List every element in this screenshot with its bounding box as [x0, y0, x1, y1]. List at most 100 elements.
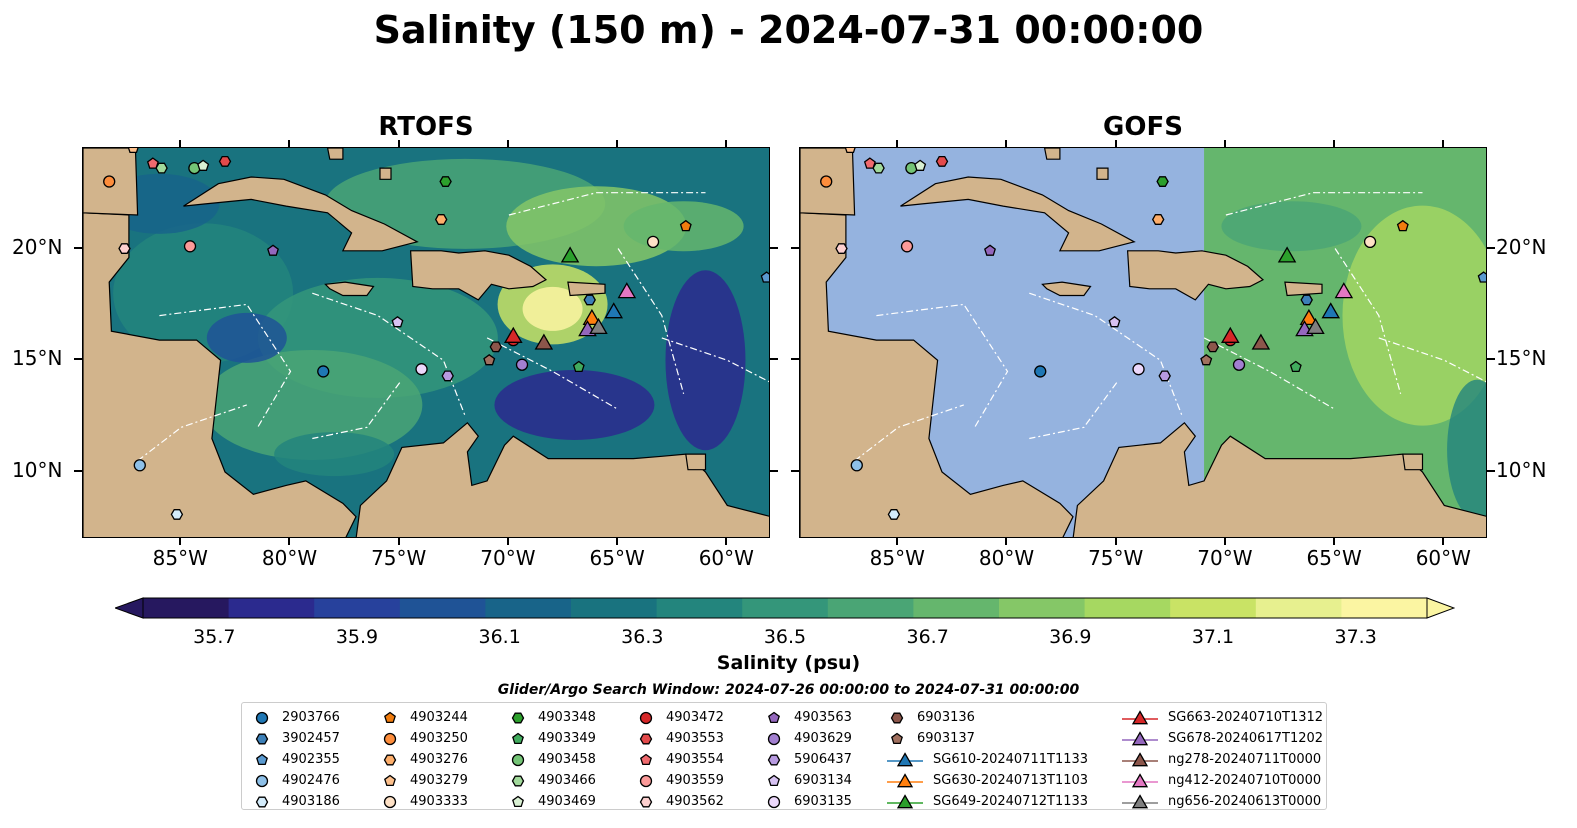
marker-4903186 — [170, 509, 184, 520]
eez-line — [854, 404, 964, 462]
legend-marker-pentagon — [512, 795, 524, 807]
lat-tick-label-right: 20°N — [1496, 234, 1547, 259]
lon-tick-label: 80°W — [978, 546, 1035, 570]
colorbar-segment — [913, 598, 1000, 618]
legend-marker — [1122, 793, 1158, 808]
legend-marker — [768, 711, 780, 723]
legend-label: 4903562 — [666, 794, 724, 809]
legend-label: 4903279 — [410, 773, 468, 788]
legend-item: 4903563 — [762, 707, 852, 728]
legend-item: 4903276 — [378, 749, 468, 770]
colorbar-segment — [399, 598, 486, 618]
lat-tick — [770, 469, 778, 472]
legend-label: 6903135 — [794, 794, 852, 809]
marker-6903137 — [1200, 353, 1213, 366]
lat-tick — [791, 246, 799, 249]
search-window-caption: Glider/Argo Search Window: 2024-07-26 00… — [497, 682, 1080, 698]
legend-marker-circle — [383, 795, 397, 808]
bahamas-b-land — [379, 167, 392, 180]
lon-tick — [1223, 538, 1226, 545]
salinity-band — [206, 312, 287, 363]
marker-SG649-20240712T1133 — [1277, 246, 1297, 263]
legend-item: SG610-20240711T1133 — [885, 749, 1088, 770]
legend-label: 4903349 — [538, 731, 596, 746]
cuba-land — [183, 176, 419, 252]
lon-tick — [725, 538, 728, 545]
legend-label: 4903563 — [794, 710, 852, 725]
marker-4903250 — [820, 175, 833, 188]
lon-tick — [506, 538, 509, 545]
marker-4903469 — [914, 159, 927, 171]
legend-item: 4903466 — [506, 770, 596, 791]
marker-6903135 — [415, 363, 428, 376]
legend-marker — [639, 774, 653, 787]
eez-line — [312, 382, 401, 440]
eez-line — [876, 303, 1009, 428]
legend-marker — [768, 774, 780, 786]
legend-label: 4903276 — [410, 752, 468, 767]
marker-6903134 — [391, 315, 404, 328]
salinity-band — [494, 369, 655, 440]
legend-label: 4903469 — [538, 794, 596, 809]
legend-item: 4903629 — [762, 728, 852, 749]
salinity-band — [1221, 201, 1362, 252]
lon-tick-label: 85°W — [152, 546, 208, 570]
lon-tick-label: 60°W — [698, 546, 754, 570]
legend: 2903766 3902457 4902355 4902476 4903186 49032… — [241, 702, 1327, 810]
legend-item: ng412-20240710T0000 — [1120, 770, 1321, 791]
lat-tick-label-left: 20°N — [12, 234, 63, 259]
eez-line — [1225, 192, 1423, 216]
marker-4902355 — [1477, 271, 1486, 283]
salinity-band — [202, 349, 423, 460]
salinity-band — [274, 432, 395, 477]
legend-item: ng278-20240711T0000 — [1120, 749, 1321, 770]
marker-6903137 — [483, 353, 496, 366]
colorbar-tick-label: 36.3 — [621, 626, 664, 648]
eez-line — [137, 404, 247, 462]
legend-marker-pentagon — [384, 774, 396, 786]
legend-item: 6903136 — [885, 707, 975, 728]
colorbar-segment — [1341, 598, 1428, 618]
legend-item: 4903559 — [634, 770, 724, 791]
legend-marker-circle — [255, 711, 269, 724]
trinidad-land — [1402, 453, 1424, 471]
rtofs-map-svg — [83, 148, 769, 537]
legend-marker — [639, 733, 653, 744]
legend-marker-hexagon — [511, 712, 525, 723]
gofs-map-svg — [800, 148, 1486, 537]
legend-marker — [256, 753, 268, 765]
marker-4903244 — [679, 219, 692, 232]
legend-marker-pentagon — [891, 732, 903, 744]
lat-tick — [770, 246, 778, 249]
legend-marker — [384, 774, 396, 786]
marker-ng412-20240710T0000 — [1334, 282, 1354, 299]
legend-marker-pentagon — [768, 774, 780, 786]
lat-tick-label-left: 15°N — [12, 346, 63, 371]
marker-4903348 — [1156, 176, 1169, 187]
lon-tick — [1442, 140, 1445, 147]
legend-marker — [890, 712, 904, 723]
legend-item: 4903472 — [634, 707, 724, 728]
lon-tick-label: 65°W — [1306, 546, 1362, 570]
marker-4903333 — [646, 235, 660, 248]
legend-marker — [639, 711, 653, 724]
legend-label: ng278-20240711T0000 — [1168, 752, 1322, 767]
eez-boundaries — [854, 192, 1486, 462]
marker-ng412-20240710T0000 — [617, 282, 637, 299]
lon-tick — [288, 140, 291, 147]
legend-label: 6903134 — [794, 773, 852, 788]
gofs-map-panel — [799, 147, 1487, 538]
lon-tick — [506, 140, 509, 147]
legend-marker-hexagon — [639, 733, 653, 744]
legend-label: 4903458 — [538, 752, 596, 767]
marker-2903766 — [1034, 365, 1047, 378]
eez-line — [312, 292, 466, 417]
legend-marker-triangle — [896, 793, 914, 808]
legend-marker — [891, 732, 903, 744]
legend-marker-hexagon — [890, 712, 904, 723]
marker-6903136 — [489, 341, 503, 353]
legend-marker — [1122, 772, 1158, 787]
lon-tick — [1333, 538, 1336, 545]
legend-label: 4903250 — [410, 731, 468, 746]
legend-marker-hexagon — [255, 796, 269, 807]
